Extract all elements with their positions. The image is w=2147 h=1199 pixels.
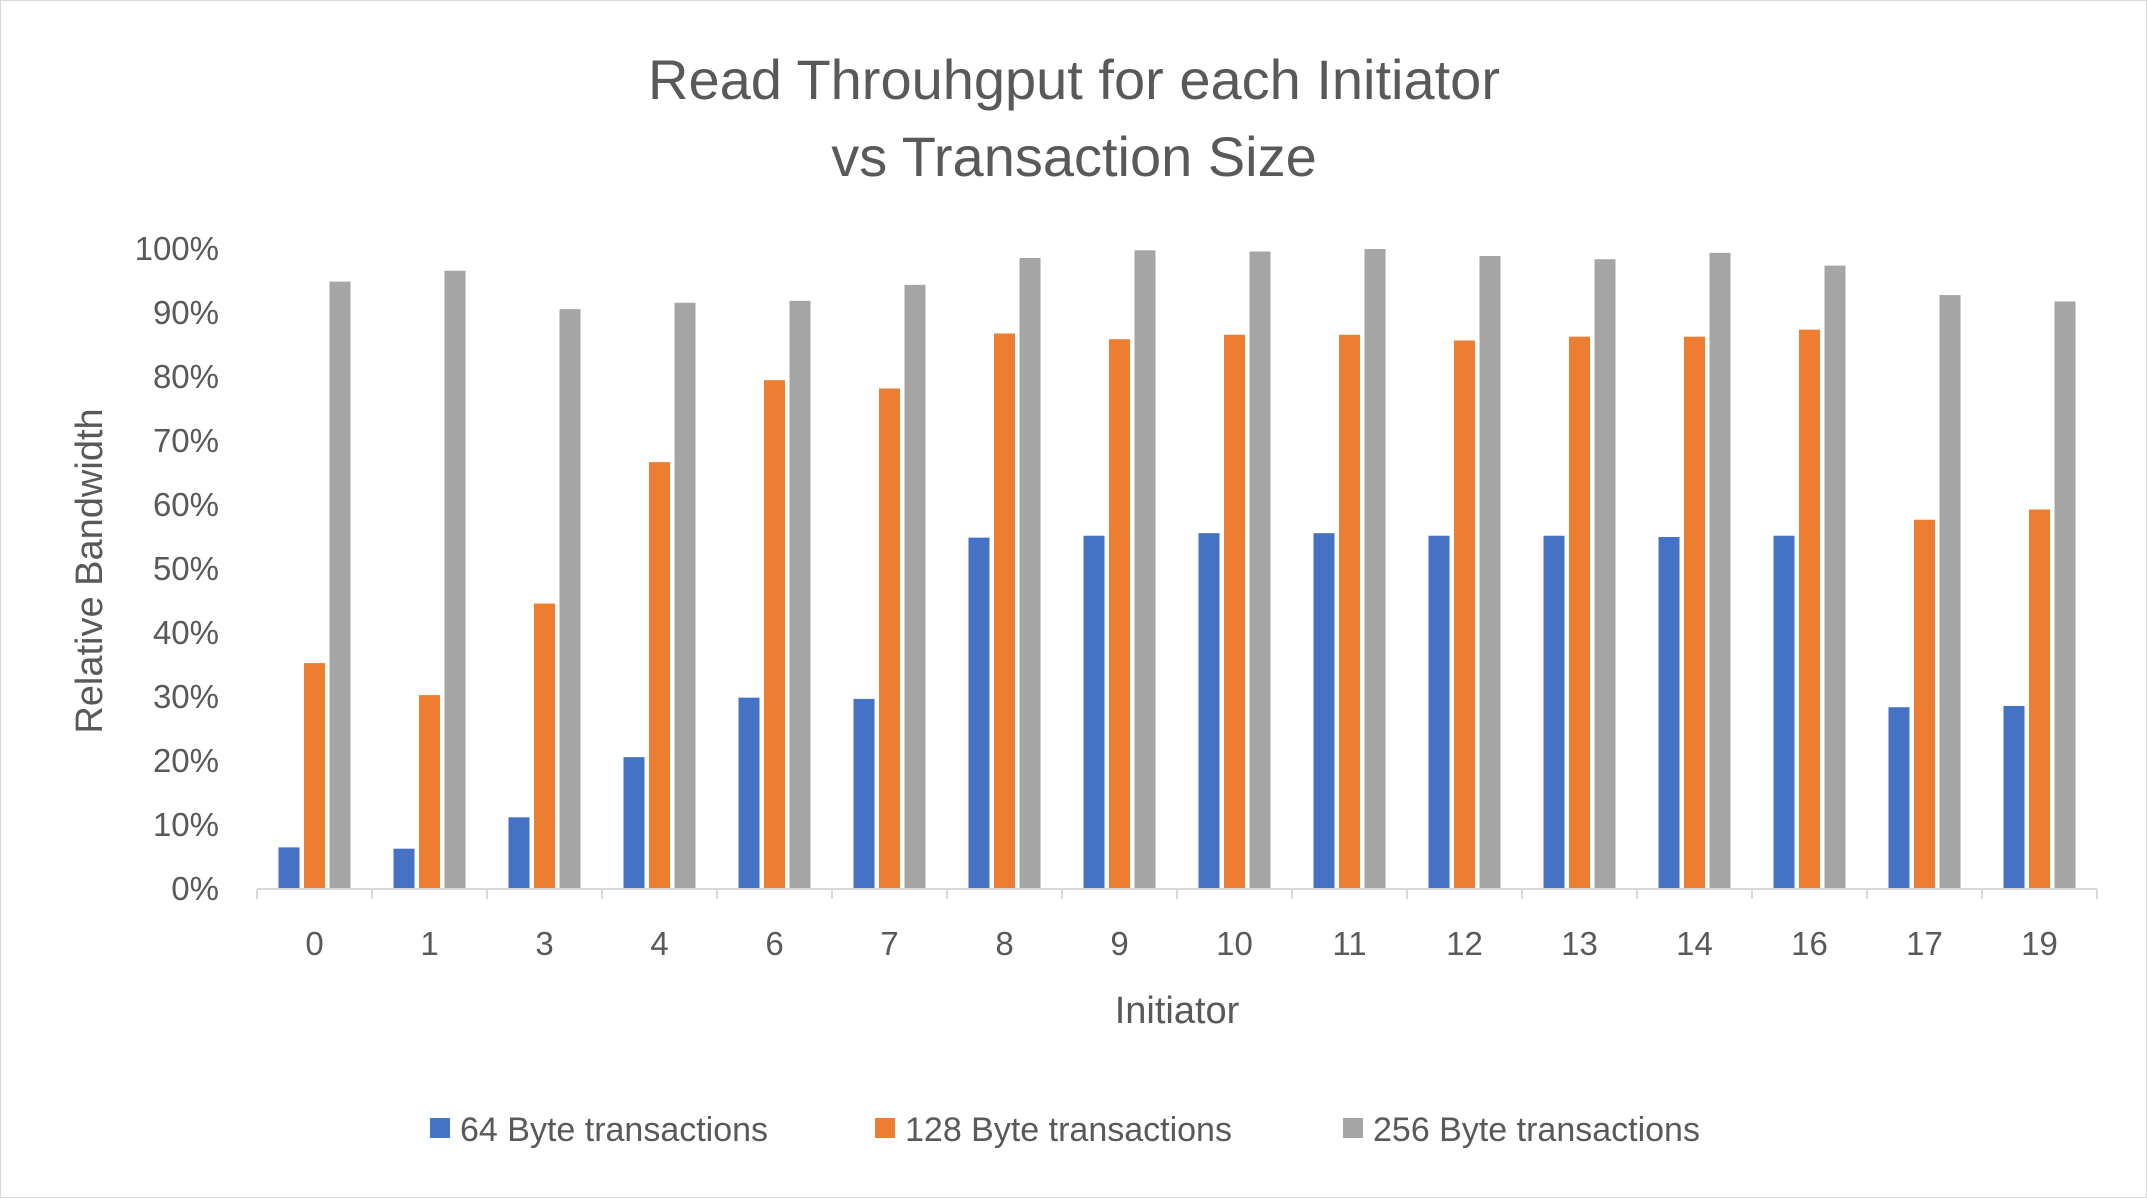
bar	[534, 603, 555, 889]
bar	[1198, 533, 1220, 889]
bar	[1799, 329, 1820, 889]
y-axis-title: Relative Bandwidth	[69, 408, 111, 733]
bar	[1479, 256, 1501, 889]
bar	[278, 847, 300, 889]
y-tick-label: 80%	[153, 358, 219, 395]
legend-swatch	[875, 1118, 895, 1138]
bar	[1428, 535, 1450, 889]
legend: 64 Byte transactions 128 Byte transaction…	[430, 1111, 1700, 1149]
bar	[879, 388, 900, 889]
bar	[904, 284, 926, 890]
y-tick-label: 10%	[153, 806, 219, 843]
x-tick-label: 11	[1332, 925, 1366, 962]
bar	[1313, 533, 1335, 889]
bar	[2029, 509, 2050, 889]
chart-title-line-2: vs Transaction Size	[831, 125, 1317, 188]
bar	[2003, 705, 2025, 889]
x-tick-label: 16	[1791, 925, 1828, 962]
bar	[1709, 252, 1731, 890]
legend-swatch	[430, 1118, 450, 1138]
bar	[1914, 519, 1935, 889]
legend-swatch	[1343, 1118, 1363, 1138]
bar	[789, 300, 811, 890]
x-tick-label: 1	[420, 925, 438, 962]
legend-label: 64 Byte transactions	[460, 1111, 768, 1149]
y-tick-label: 40%	[153, 614, 219, 651]
bar	[559, 309, 581, 889]
bar	[1249, 251, 1271, 889]
x-tick-label: 14	[1676, 925, 1713, 962]
bar	[968, 537, 990, 889]
bar	[1658, 537, 1680, 889]
x-tick-label: 7	[880, 925, 898, 962]
x-tick-label: 13	[1561, 925, 1598, 962]
bar	[304, 663, 325, 889]
bar	[419, 695, 440, 889]
bar	[1824, 265, 1846, 889]
y-tick-label: 70%	[153, 422, 219, 459]
bar	[1339, 334, 1360, 889]
y-tick-label: 90%	[153, 294, 219, 331]
bar	[1109, 339, 1130, 889]
bar	[2054, 301, 2076, 890]
bar	[1019, 257, 1041, 890]
plot-area: 0%10%20%30%40%50%60%70%80%90%100%0 1 3 4 6 7 8…	[135, 230, 2098, 962]
chart-title-line-1: Read Throuhgput for each Initiator	[648, 48, 1500, 111]
x-tick-label: 8	[995, 925, 1013, 962]
bar	[1939, 295, 1961, 890]
x-tick-label: 4	[650, 925, 668, 962]
bar	[1364, 249, 1386, 889]
bar	[1594, 259, 1616, 889]
bar	[1773, 535, 1795, 889]
x-tick-label: 9	[1110, 925, 1128, 962]
bar	[1684, 336, 1705, 889]
bar	[994, 333, 1015, 890]
legend-label: 256 Byte transactions	[1373, 1111, 1700, 1149]
y-tick-label: 20%	[153, 742, 219, 779]
bar	[1569, 336, 1590, 889]
bar	[508, 817, 530, 889]
y-tick-label: 30%	[153, 678, 219, 715]
x-tick-label: 0	[305, 925, 323, 962]
x-tick-label: 12	[1446, 925, 1483, 962]
bar	[623, 757, 645, 889]
x-axis-title: Initiator	[1115, 990, 1240, 1032]
x-tick-label: 3	[535, 925, 553, 962]
bar	[1083, 535, 1105, 889]
bar	[329, 281, 351, 889]
legend-label: 128 Byte transactions	[905, 1111, 1232, 1149]
y-tick-label: 50%	[153, 550, 219, 587]
bar	[444, 270, 466, 889]
bar	[649, 462, 670, 889]
bar	[1134, 250, 1156, 889]
x-tick-label: 19	[2021, 925, 2058, 962]
x-tick-label: 6	[765, 925, 783, 962]
bar	[1454, 340, 1475, 889]
bar	[1224, 334, 1245, 889]
y-tick-label: 100%	[135, 230, 219, 267]
bar	[674, 302, 696, 889]
bar	[393, 848, 415, 889]
bar	[1543, 535, 1565, 889]
bar	[1888, 707, 1910, 889]
x-tick-label: 17	[1906, 925, 1943, 962]
y-tick-label: 0%	[171, 870, 219, 907]
bar	[738, 697, 760, 889]
y-tick-label: 60%	[153, 486, 219, 523]
bar	[764, 380, 785, 889]
chart-title: Read Throuhgput for each Initiator vs Tr…	[648, 48, 1500, 188]
bar	[853, 698, 875, 889]
x-tick-label: 10	[1216, 925, 1253, 962]
